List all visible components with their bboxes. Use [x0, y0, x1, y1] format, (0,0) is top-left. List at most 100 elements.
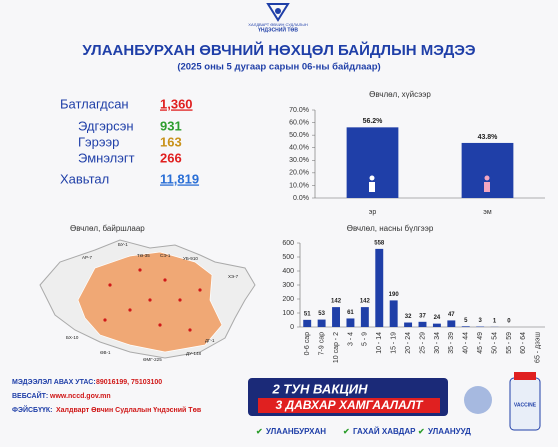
y-tick-label: 500	[282, 254, 294, 261]
stat-label: Гэрээр	[78, 134, 119, 149]
banner-strip	[258, 398, 440, 413]
x-tick-label: 10 сар - 2	[333, 332, 340, 363]
org-name: ҮНДЭСНИЙ ТӨВ	[258, 25, 298, 33]
banner-line: 2 ТУН ВАКЦИН	[271, 381, 368, 396]
stat-value: 931	[160, 118, 182, 133]
y-tick-label: 40.0%	[289, 145, 309, 152]
map-label: УБ-910	[183, 256, 198, 261]
x-tick-label: 30 - 34	[434, 332, 441, 354]
stat-label: Батлагдсан	[60, 96, 129, 111]
value-label: 3	[478, 318, 482, 324]
map-affected	[77, 251, 223, 353]
stats: Батлагдсан 1,360 Эдгэрсэн 931 Гэрээр 163…	[60, 96, 199, 186]
x-tick-label: 60 - 64	[520, 332, 527, 354]
x-tick-label: 0-6 сар	[304, 332, 311, 355]
chart-title: Өвчлөл, насны бүлгээр	[347, 224, 434, 233]
value-label: 32	[405, 314, 412, 320]
banner-line: 3 ДАВХАР ХАМГААЛАЛТ	[275, 398, 424, 412]
value-label: 558	[374, 240, 385, 246]
value-label: 1	[493, 318, 497, 324]
value-label: 43.8%	[478, 134, 499, 141]
footer-value: 89016199, 75103100	[96, 379, 162, 386]
value-label: 61	[347, 310, 354, 316]
footer-label: ФЭЙСБҮҮК:	[12, 405, 52, 414]
x-tick-label: 15 - 19	[391, 332, 398, 354]
title: УЛААНБУРХАН ӨВЧНИЙ НӨХЦӨЛ БАЙДЛЫН МЭДЭЭ	[82, 41, 476, 59]
person-icon	[484, 182, 490, 192]
person-icon	[369, 175, 375, 181]
y-tick-label: 30.0%	[289, 157, 309, 164]
stat-value: 11,819	[160, 171, 199, 186]
y-tick-label: 70.0%	[289, 107, 309, 114]
virus-icon	[464, 386, 492, 414]
chart-title: Өвчлөл, хүйсээр	[369, 90, 431, 99]
logo-dot	[275, 8, 281, 14]
value-label: 37	[419, 313, 426, 319]
value-label: 51	[304, 311, 311, 317]
bar	[332, 307, 340, 327]
footer-label: ВЕБСАЙТ:	[12, 391, 48, 400]
stat-label: Хавьтал	[60, 171, 109, 186]
x-tick-label: 40 - 44	[463, 332, 470, 354]
map-label: ӨВ-1	[100, 350, 111, 355]
y-tick-label: 100	[282, 310, 294, 317]
value-label: 190	[389, 292, 400, 298]
check: ✔	[343, 427, 350, 436]
bar	[346, 318, 355, 327]
y-tick-label: 10.0%	[289, 182, 309, 189]
bar	[432, 323, 441, 327]
map-dots	[103, 268, 202, 332]
map-label: ТӨ-35	[137, 253, 150, 258]
banner-item: УЛААНБУРХАН	[266, 427, 326, 436]
y-tick-label: 0	[290, 324, 294, 331]
bar	[375, 248, 384, 327]
footer-label: МЭДЭЭЛЭЛ АВАХ УТАС:	[12, 379, 96, 386]
bar	[404, 322, 413, 327]
y-tick-label: 50.0%	[289, 132, 309, 139]
map-label: БУ-1	[118, 242, 128, 247]
value-label: 5	[464, 318, 468, 324]
map-title: Өвчлөл, байршлаар	[70, 224, 145, 233]
stat-value: 1,360	[160, 96, 193, 111]
stat-label: Эмнэлэгт	[78, 150, 135, 165]
y-tick-label: 400	[282, 268, 294, 275]
banner-item: УЛААНУУД	[428, 427, 471, 436]
x-tick-label: 45 - 49	[477, 332, 484, 354]
footer: МЭДЭЭЛЭЛ АВАХ УТАС: 89016199, 75103100 В…	[12, 379, 202, 414]
y-tick-label: 300	[282, 282, 294, 289]
logo	[266, 3, 290, 22]
y-tick-label: 0.0%	[293, 195, 309, 202]
value-label: 0	[507, 319, 511, 325]
person-icon	[484, 175, 490, 181]
x-tick-label: 35 - 39	[448, 332, 455, 354]
person-icon	[369, 182, 375, 192]
map-label: ДГ-1	[205, 338, 215, 343]
footer-value: Халдварт Өвчин Судлалын Үндэсний Төв	[56, 406, 202, 414]
y-tick-label: 200	[282, 296, 294, 303]
banner-items: ✔ УЛААНБУРХАН ✔ ГАХАЙ ХАВДАР ✔ УЛААНУУД	[256, 427, 471, 436]
x-tick-label: 10 - 14	[376, 332, 383, 354]
x-tick-label: 25 - 29	[419, 332, 426, 354]
stat-value: 266	[160, 150, 182, 165]
bar	[418, 321, 427, 327]
x-tick-label: 5 - 9	[362, 332, 369, 346]
map-label: ХЭ-7	[228, 274, 239, 279]
bar	[317, 319, 326, 327]
y-tick-label: 600	[282, 240, 294, 247]
bar	[447, 320, 456, 327]
value-label: 142	[331, 299, 342, 305]
value-label: 47	[448, 312, 455, 318]
bottle-label: VACCINE	[514, 402, 537, 408]
bar	[389, 300, 398, 327]
map-label: ДУ-148	[186, 351, 201, 356]
subtitle: (2025 оны 5 дугаар сарын 06-ны байдлаар)	[177, 62, 380, 73]
banner-item: ГАХАЙ ХАВДАР	[353, 427, 416, 436]
map-labels: БУ-1 АР-7 ТӨ-35 СЭ-1 УБ-910 ХЭ-7 БХ-10 Ө…	[66, 242, 239, 362]
bar	[360, 307, 369, 327]
value-label: 24	[434, 315, 441, 321]
x-tick-label: 55 - 59	[506, 332, 513, 354]
footer-value: www.nccd.gov.mn	[49, 393, 111, 400]
x-tick-label: 50 - 54	[491, 332, 498, 354]
